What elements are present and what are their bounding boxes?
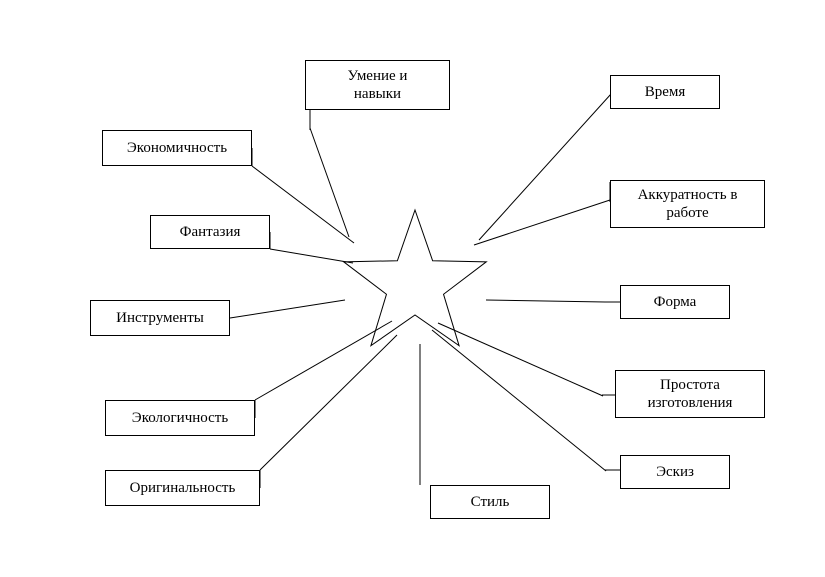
node-label: Простотаизготовления: [648, 376, 733, 412]
node-label: Инструменты: [116, 309, 204, 327]
connector-line: [255, 321, 392, 400]
connector-line: [270, 249, 353, 263]
node-umenie: Умение инавыки: [305, 60, 450, 110]
connector-line: [432, 330, 606, 471]
node-label: Эскиз: [656, 463, 694, 481]
node-originalnost: Оригинальность: [105, 470, 260, 506]
node-ekonomich: Экономичность: [102, 130, 252, 166]
node-eskiz: Эскиз: [620, 455, 730, 489]
node-label: Форма: [654, 293, 697, 311]
connector-line: [230, 300, 345, 318]
node-label: Экономичность: [127, 139, 227, 157]
node-label: Экологичность: [132, 409, 228, 427]
node-label: Время: [645, 83, 686, 101]
node-label: Фантазия: [180, 223, 241, 241]
node-forma: Форма: [620, 285, 730, 319]
connector-line: [310, 128, 349, 237]
node-stil: Стиль: [430, 485, 550, 519]
node-label: Аккуратность вработе: [638, 186, 738, 222]
node-vremya: Время: [610, 75, 720, 109]
connector-line: [479, 94, 611, 240]
star-shape: [344, 210, 487, 346]
connector-line: [260, 335, 397, 470]
connector-line: [486, 300, 605, 302]
connector-line: [474, 200, 610, 245]
node-fantazia: Фантазия: [150, 215, 270, 249]
node-prostota: Простотаизготовления: [615, 370, 765, 418]
node-ekologich: Экологичность: [105, 400, 255, 436]
node-label: Умение инавыки: [348, 67, 408, 103]
node-label: Оригинальность: [130, 479, 236, 497]
node-label: Стиль: [471, 493, 510, 511]
connector-line: [438, 323, 603, 396]
node-instrumenty: Инструменты: [90, 300, 230, 336]
node-akkuratnost: Аккуратность вработе: [610, 180, 765, 228]
